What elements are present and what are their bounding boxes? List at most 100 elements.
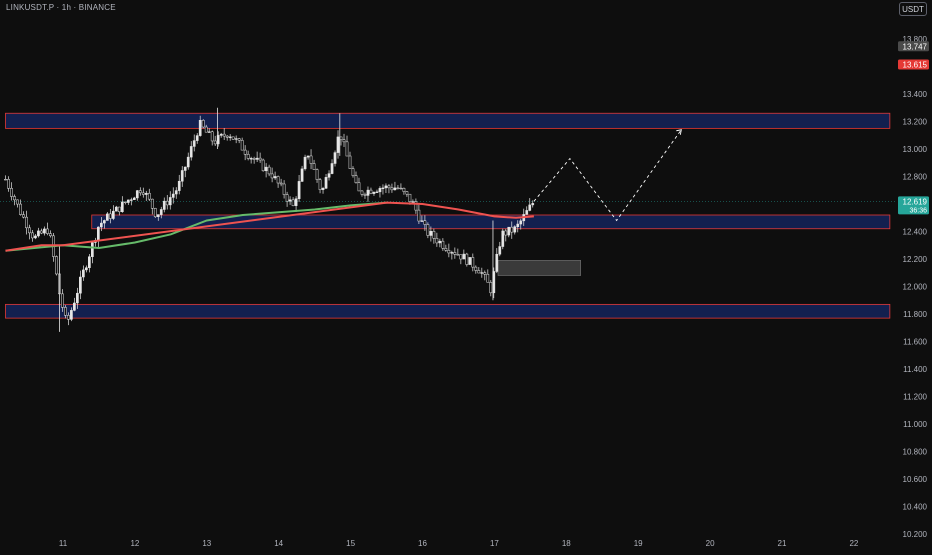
candle-body [147,192,151,200]
candle-body [246,154,250,159]
candle-body [474,266,478,271]
candle-body [132,197,136,200]
candle-body [111,210,115,219]
candle-body [165,200,169,206]
candle-body [261,159,265,172]
candle-body [117,206,121,213]
candle-body [222,133,226,137]
candle-body [135,190,139,199]
candle-body [396,187,400,189]
candle-body [243,149,247,155]
candle-body [429,231,433,236]
candle-body [321,188,325,190]
candle-body [258,157,262,161]
price-tag-label: 13.615 [903,60,928,69]
candle-body [43,228,46,234]
candle-body [468,257,472,265]
price-tag [898,59,929,70]
candle-body [426,224,430,236]
candle-body [28,227,31,234]
candle-body [159,209,163,215]
candle-body [231,136,235,140]
candle-body [105,213,109,221]
y-axis-tick-label: 11.000 [903,420,927,429]
candle-body [501,230,505,247]
candle-body [294,198,298,206]
y-axis-tick-label: 10.400 [903,503,928,512]
candle-body [216,135,220,145]
candle-body [207,131,211,133]
price-tag-label: 13.747 [903,42,928,51]
candle-body [462,253,466,260]
candle-body [384,185,388,189]
x-axis-tick-label: 17 [490,539,499,548]
candle-body [363,194,367,196]
candle-body [162,200,166,210]
candle-body [168,197,172,206]
candle-body [447,250,451,254]
x-axis-tick-label: 12 [130,539,139,548]
candle-body [456,254,460,256]
candle-body [120,201,124,213]
candle-body [183,166,187,171]
candle-body [288,199,292,202]
candle-body [495,253,499,272]
candle-body [201,120,205,128]
candle-body [339,136,343,140]
candle-body [82,269,85,278]
x-axis-tick-label: 14 [274,539,283,548]
candle-body [189,146,193,158]
candle-body [519,220,523,225]
y-axis-tick-label: 13.400 [903,90,928,99]
price-tag-countdown: 36:36 [909,207,927,214]
candle-body [417,209,421,222]
candle-body [73,302,76,311]
candle-body [471,257,475,268]
candle-body [192,140,196,147]
candle-body [10,188,13,197]
candle-body [37,230,40,237]
candle-body [378,188,382,193]
candle-body [102,220,106,224]
candle-body [399,187,403,190]
candle-body [153,208,157,217]
candle-body [129,199,133,201]
candle-body [156,214,160,217]
candle-body [204,126,208,133]
candle-body [99,222,103,228]
y-axis-tick-label: 12.800 [903,173,928,182]
candle-body [171,193,175,198]
candle-body [177,180,181,191]
y-axis-tick-label: 10.200 [903,530,928,539]
candle-body [225,135,229,138]
candle-body [300,168,304,182]
candle-body [67,315,70,320]
moving-average-green [5,201,387,252]
y-axis-tick-label: 11.800 [903,310,927,319]
candle-body [393,187,397,191]
candle-body [348,155,352,169]
candle-body [486,273,490,283]
price-tag [898,196,929,215]
candle-body [91,242,94,257]
candle-body [441,240,445,249]
candle-body [327,173,331,178]
currency-button[interactable]: USDT [899,2,927,16]
candle-body [291,199,295,206]
candle-body [255,157,259,160]
candle-body [333,152,337,164]
candle-body [46,228,49,234]
candle-body [387,185,391,189]
candle-body [61,293,64,308]
candle-body [375,191,379,193]
y-axis-tick-label: 12.000 [903,283,928,292]
candle-body [402,187,406,192]
candle-body [79,276,82,294]
candle-body [138,190,142,194]
y-axis-tick-label: 11.200 [903,393,927,402]
candle-body [219,133,223,136]
y-axis-tick-label: 13.800 [903,35,928,44]
candle-body [414,201,418,211]
